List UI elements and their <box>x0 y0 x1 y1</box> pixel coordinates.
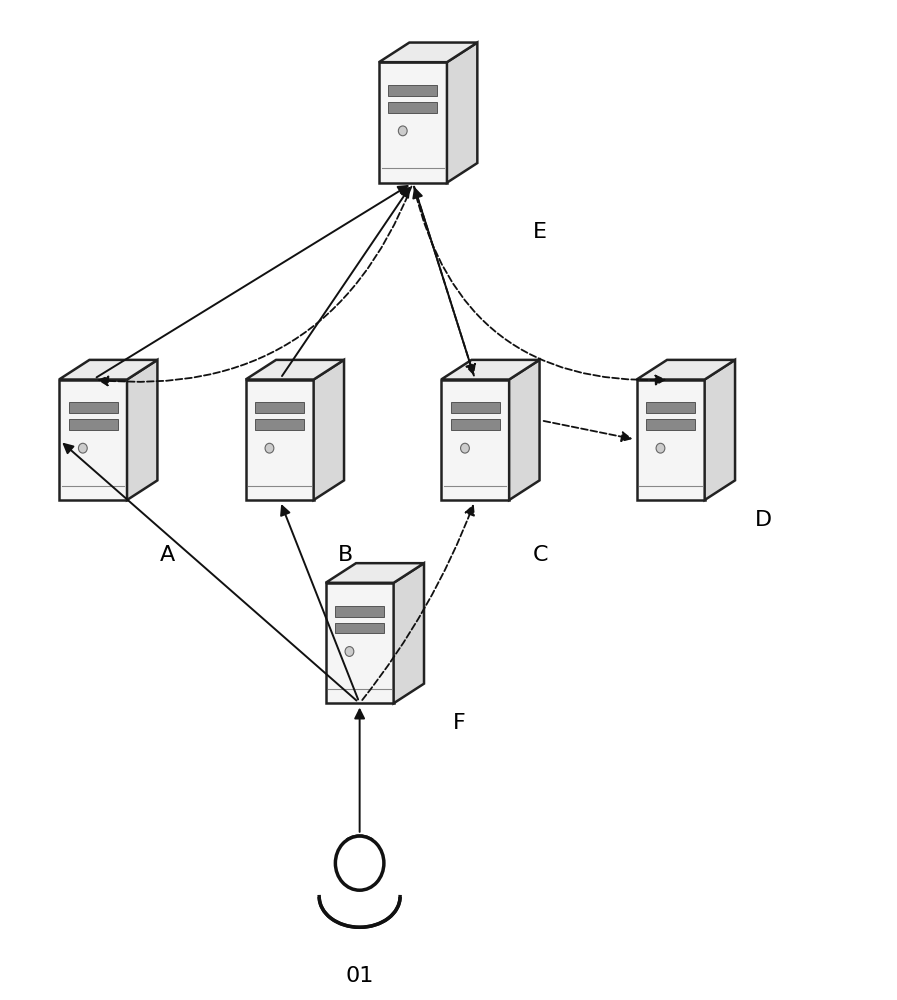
Polygon shape <box>450 419 500 430</box>
Circle shape <box>335 836 384 890</box>
Text: B: B <box>337 545 353 565</box>
Circle shape <box>398 126 407 136</box>
Polygon shape <box>509 360 539 500</box>
Polygon shape <box>646 402 695 413</box>
FancyArrowPatch shape <box>414 187 475 374</box>
Text: E: E <box>533 222 547 242</box>
Circle shape <box>78 443 87 453</box>
Polygon shape <box>314 360 344 500</box>
Polygon shape <box>68 402 118 413</box>
Polygon shape <box>246 360 344 380</box>
Polygon shape <box>637 380 705 500</box>
Polygon shape <box>646 419 695 430</box>
Polygon shape <box>388 85 438 96</box>
Polygon shape <box>127 360 157 500</box>
Polygon shape <box>441 380 509 500</box>
Circle shape <box>345 647 353 656</box>
Polygon shape <box>388 102 438 113</box>
Polygon shape <box>59 380 127 500</box>
Polygon shape <box>379 62 447 183</box>
FancyArrowPatch shape <box>281 506 358 699</box>
Polygon shape <box>326 583 394 703</box>
FancyArrowPatch shape <box>100 187 412 385</box>
Polygon shape <box>335 623 384 633</box>
Text: F: F <box>453 713 466 733</box>
FancyArrowPatch shape <box>282 188 409 376</box>
Polygon shape <box>59 360 157 380</box>
Polygon shape <box>705 360 735 500</box>
Circle shape <box>460 443 469 453</box>
Polygon shape <box>447 43 477 183</box>
Ellipse shape <box>319 866 400 927</box>
Polygon shape <box>335 606 384 617</box>
Text: A: A <box>160 545 175 565</box>
Circle shape <box>265 443 274 453</box>
Circle shape <box>656 443 665 453</box>
Polygon shape <box>310 839 409 897</box>
FancyArrowPatch shape <box>414 189 474 376</box>
Polygon shape <box>450 402 500 413</box>
Polygon shape <box>394 563 424 703</box>
Polygon shape <box>68 419 118 430</box>
Polygon shape <box>246 380 314 500</box>
Text: D: D <box>755 510 772 530</box>
Circle shape <box>335 836 384 890</box>
Polygon shape <box>326 563 424 583</box>
Polygon shape <box>255 419 304 430</box>
Polygon shape <box>379 43 477 62</box>
Polygon shape <box>637 360 735 380</box>
FancyArrowPatch shape <box>544 421 631 441</box>
FancyArrowPatch shape <box>362 506 474 700</box>
Text: C: C <box>533 545 548 565</box>
Polygon shape <box>255 402 304 413</box>
Text: 01: 01 <box>345 966 374 986</box>
Polygon shape <box>441 360 539 380</box>
FancyArrowPatch shape <box>64 444 356 701</box>
FancyArrowPatch shape <box>355 710 364 832</box>
FancyArrowPatch shape <box>414 187 665 385</box>
FancyArrowPatch shape <box>97 186 407 377</box>
